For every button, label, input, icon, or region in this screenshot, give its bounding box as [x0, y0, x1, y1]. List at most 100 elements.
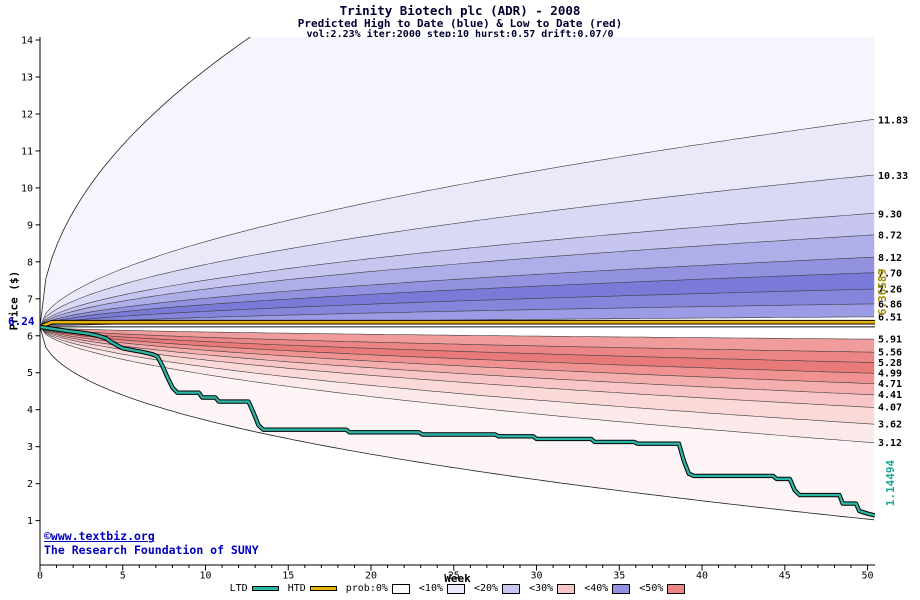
chart-parameters: vol:2.23% iter:2000 step:10 hurst:0.57 d…: [306, 29, 614, 40]
y-tick-label: 6: [27, 331, 33, 342]
low-band-fill-5.56: [40, 326, 875, 363]
textbiz-link[interactable]: ©www.textbiz.org: [44, 529, 155, 543]
high-band-fill-8.12: [40, 234, 875, 327]
chart-subtitle: Predicted High to Date (blue) & Low to D…: [297, 17, 623, 30]
band-end-label: 4.41: [878, 390, 902, 401]
y-tick-label: 14: [21, 36, 33, 47]
x-tick-label: 20: [365, 571, 377, 582]
low-band-fill-4.07: [40, 326, 875, 425]
band-end-label: 3.12: [878, 438, 902, 449]
band-end-label: 9.30: [878, 209, 902, 220]
x-tick-label: 30: [531, 571, 543, 582]
legend-label: HTD: [287, 583, 306, 594]
band-end-label: 4.71: [878, 379, 902, 390]
high-band-fill-7.70: [40, 257, 875, 327]
band-boundary-line: [40, 326, 875, 444]
high-band-fill-6.86: [40, 289, 875, 327]
legend-item-30: <30%: [529, 583, 576, 594]
y-tick-label: 1: [27, 516, 33, 527]
band-boundary-line: [40, 326, 875, 425]
ltd-line: [40, 325, 875, 517]
band-end-label: 8.12: [878, 253, 902, 264]
band-boundary-line: [40, 303, 875, 328]
legend-swatch: [251, 586, 279, 591]
y-tick-label: 10: [21, 183, 33, 194]
x-tick-label: 50: [862, 571, 874, 582]
low-band-fill-3.62: [40, 326, 875, 443]
band-boundary-line: [40, 174, 875, 328]
band-end-label: 6.51: [878, 312, 902, 323]
band-boundary-line: [40, 326, 875, 384]
band-end-label: 5.56: [878, 348, 902, 359]
legend-item-20: <20%: [474, 583, 521, 594]
legend-label: prob:0%: [345, 583, 388, 594]
band-end-label: 6.86: [878, 299, 902, 310]
high-envelope-line: [40, 37, 251, 327]
y-tick-label: 12: [21, 109, 33, 120]
legend-swatch: [447, 583, 465, 594]
band-boundary-line: [40, 326, 875, 396]
legend-item-40: <40%: [584, 583, 631, 594]
htd-final-value-label: 6.36589: [876, 268, 889, 316]
legend-label: LTD: [229, 583, 248, 594]
htd-line: [40, 320, 875, 329]
high-band-fill-11.83: [40, 37, 875, 327]
fan-bands-group: [40, 37, 875, 521]
legend-label: <20%: [474, 583, 499, 594]
legend-item-ltd: LTD: [230, 583, 279, 594]
suny-foundation-link[interactable]: The Research Foundation of SUNY: [44, 543, 259, 557]
band-end-label: 7.70: [878, 268, 902, 279]
band-end-label: 11.83: [878, 116, 908, 127]
ltd-final-value-label: 1.14494: [884, 459, 897, 507]
low-envelope-line: [40, 326, 875, 521]
band-boundary-line: [40, 326, 875, 340]
band-boundary-line: [40, 326, 875, 374]
band-end-label: 10.33: [878, 171, 908, 182]
low-band-fill-4.41: [40, 326, 875, 408]
y-tick-label: 13: [21, 72, 33, 83]
legend-swatch: [391, 583, 410, 594]
band-boundary-line: [40, 326, 875, 363]
band-end-label: 5.91: [878, 335, 902, 346]
band-boundary-line: [40, 119, 875, 328]
band-boundary-line: [40, 256, 875, 328]
legend: LTD HTD prob:0% <10% <20% <30% <40% <50%: [40, 583, 875, 594]
y-tick-label: 9: [27, 220, 33, 231]
start-price-label: 6.24: [8, 315, 35, 328]
y-tick-label: 7: [27, 294, 33, 305]
band-boundary-line: [40, 326, 875, 408]
legend-swatch: [557, 583, 576, 594]
chart-title: Trinity Biotech plc (ADR) - 2008: [339, 3, 581, 18]
x-axis-label: Week: [444, 572, 471, 585]
legend-label: <50%: [639, 583, 664, 594]
band-boundary-line: [40, 326, 875, 353]
high-band-fill-7.26: [40, 272, 875, 327]
low-band-fill-3.12: [40, 326, 875, 520]
high-band-fill-9.30: [40, 175, 875, 327]
legend-item-htd: HTD: [288, 583, 337, 594]
band-boundary-line: [40, 234, 875, 328]
legend-swatch: [502, 583, 521, 594]
low-band-fill-5.28: [40, 326, 875, 374]
legend-item-10: <10%: [419, 583, 465, 594]
x-tick-label: 45: [779, 571, 791, 582]
x-tick-label: 40: [696, 571, 708, 582]
y-tick-label: 11: [21, 146, 33, 157]
band-end-label: 7.26: [878, 285, 902, 296]
legend-swatch: [667, 583, 686, 594]
x-tick-label: 25: [448, 571, 460, 582]
high-band-fill-8.72: [40, 213, 875, 327]
legend-label: <30%: [529, 583, 554, 594]
y-tick-label: 5: [27, 368, 33, 379]
y-tick-label: 8: [27, 257, 33, 268]
low-band-fill-4.99: [40, 326, 875, 384]
band-boundary-line: [40, 213, 875, 328]
legend-swatch: [612, 583, 631, 594]
band-boundary-line: [40, 288, 875, 328]
low-band-fill-4.71: [40, 326, 875, 395]
x-tick-label: 35: [613, 571, 625, 582]
band-end-label: 4.07: [878, 403, 902, 414]
band-end-label: 8.72: [878, 231, 902, 242]
